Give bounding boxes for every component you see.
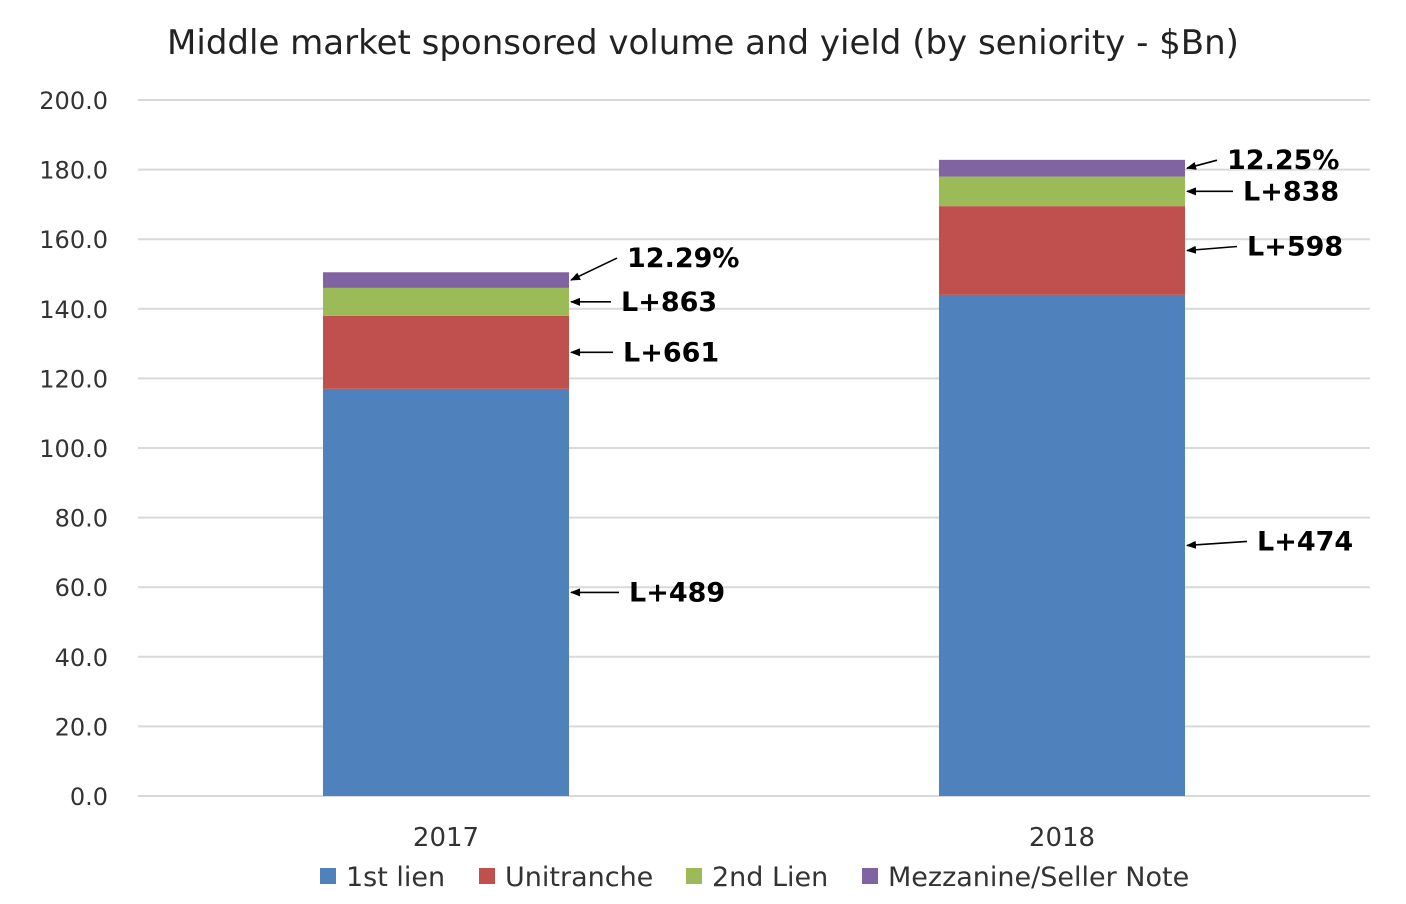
legend: 1st lien Unitranche 2nd Lien Mezzanine/Sell… <box>320 862 1189 893</box>
legend-swatch <box>862 868 878 884</box>
x-category-label: 2017 <box>413 823 479 853</box>
bars <box>323 159 1185 796</box>
y-tick-label: 0.0 <box>70 783 108 811</box>
annotation-label: L+489 <box>629 577 725 608</box>
legend-swatch <box>686 868 702 884</box>
y-tick-label: 20.0 <box>55 713 108 741</box>
annotation-label: L+474 <box>1257 526 1353 557</box>
gridlines <box>138 99 1370 797</box>
chart-title: Middle market sponsored volume and yield… <box>167 23 1239 63</box>
legend-item: 2nd Lien <box>686 862 828 893</box>
y-tick-label: 60.0 <box>55 574 108 602</box>
annotation-label: L+598 <box>1247 232 1343 263</box>
legend-label: 1st lien <box>346 862 445 893</box>
legend-item: Mezzanine/Seller Note <box>862 862 1189 893</box>
y-tick-label: 40.0 <box>55 644 108 672</box>
legend-item: 1st lien <box>320 862 445 893</box>
legend-swatch <box>479 868 495 884</box>
annotation-label: L+863 <box>621 287 717 318</box>
annotation-label: L+661 <box>623 337 719 368</box>
bar-segment-unitranche-2018 <box>939 206 1185 295</box>
bar-annotations: L+489 L+661 L+863 12.29% L+474 L+598 L+83812.2… <box>570 145 1353 608</box>
annotation-arrow <box>570 257 618 281</box>
bar-segment-1st-lien-2017 <box>323 388 569 796</box>
legend-label: 2nd Lien <box>712 862 828 893</box>
bar-segment-mezzanine-seller-note-2017 <box>323 272 569 288</box>
bar-segment-mezzanine-seller-note-2018 <box>939 159 1185 177</box>
annotation-arrow <box>1186 540 1248 549</box>
y-tick-label: 100.0 <box>39 435 108 463</box>
y-tick-label: 120.0 <box>39 365 108 393</box>
y-tick-label: 180.0 <box>39 157 108 185</box>
legend-swatch <box>320 868 336 884</box>
annotation-arrow <box>1186 159 1218 170</box>
annotation-label: L+838 <box>1243 176 1339 207</box>
x-axis-labels: 2017 2018 <box>413 823 1095 853</box>
annotation-label: 12.25% <box>1227 145 1339 176</box>
x-category-label: 2018 <box>1029 823 1095 853</box>
annotation-label: 12.29% <box>627 243 739 274</box>
y-tick-label: 140.0 <box>39 296 108 324</box>
y-tick-label: 160.0 <box>39 226 108 254</box>
bar-segment-2nd-lien-2017 <box>323 287 569 316</box>
legend-label: Mezzanine/Seller Note <box>888 862 1189 893</box>
bar-segment-1st-lien-2018 <box>939 294 1185 796</box>
y-tick-label: 200.0 <box>39 87 108 115</box>
bar-segment-2nd-lien-2018 <box>939 176 1185 207</box>
bar-segment-unitranche-2017 <box>323 315 569 389</box>
legend-label: Unitranche <box>505 862 653 893</box>
annotation-arrow <box>1186 245 1238 254</box>
legend-item: Unitranche <box>479 862 653 893</box>
y-axis-ticks: 0.0 20.0 40.0 60.0 80.0 100.0 120.0 140.0 160.0 1… <box>39 87 108 811</box>
y-tick-label: 80.0 <box>55 505 108 533</box>
